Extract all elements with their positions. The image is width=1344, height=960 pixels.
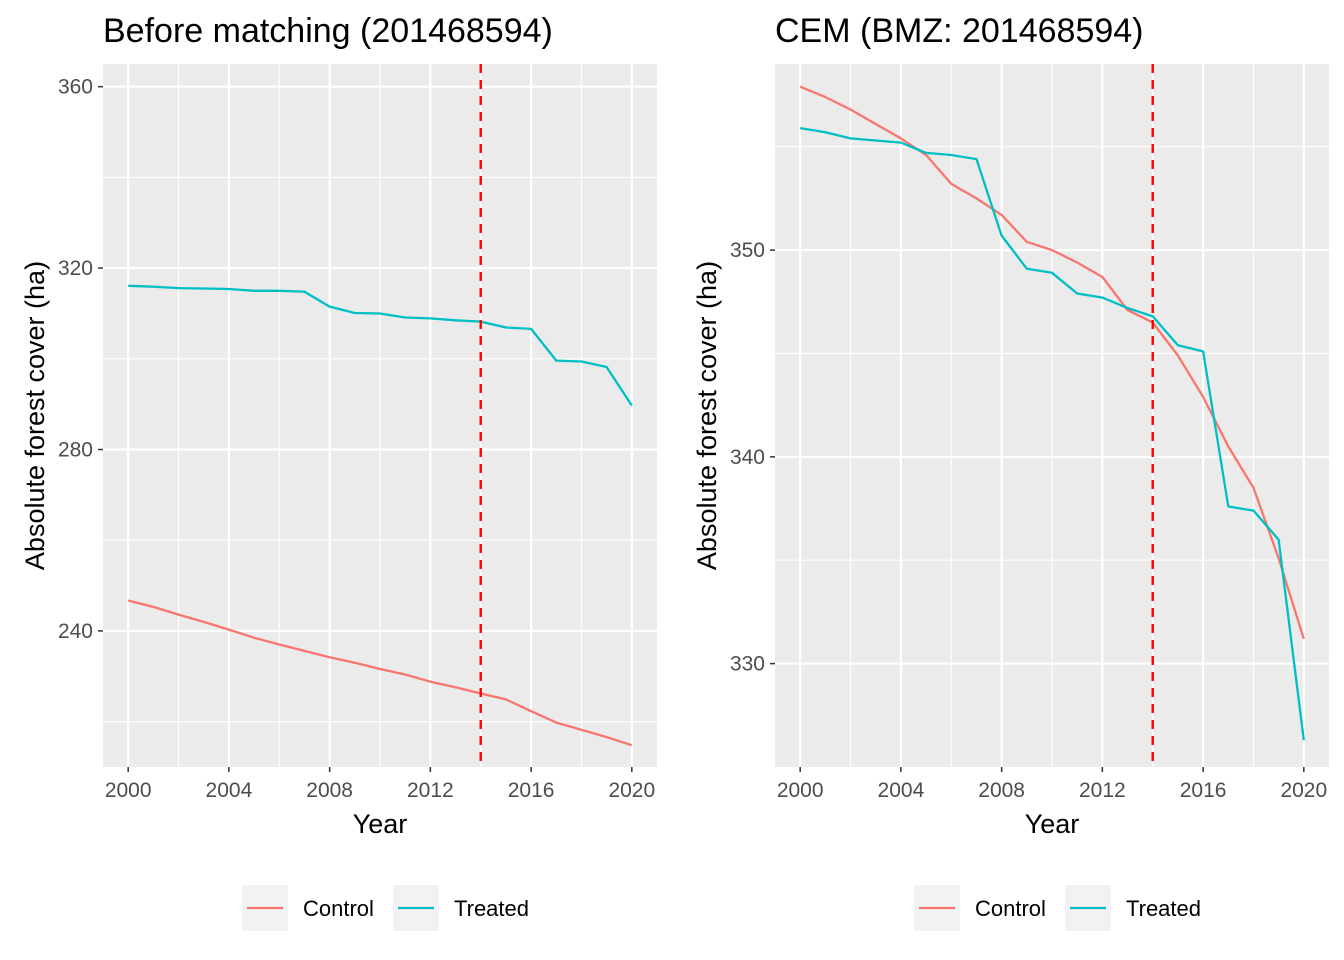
- series-line-control: [127, 599, 633, 747]
- x-tick-label: 2012: [407, 779, 454, 802]
- series-line-control: [799, 85, 1305, 640]
- y-axis-ticks: 240 280 320 360: [58, 76, 103, 643]
- series-line-treated: [128, 284, 633, 407]
- x-tick-label: 2020: [1280, 779, 1327, 802]
- panel-cem: 330 340 350 2000 2004 2008 2012 2016 2020 CEM (…: [692, 12, 1329, 931]
- x-axis-ticks: 2000 2004 2008 2012 2016 2020: [777, 767, 1327, 802]
- x-tick-label: 2000: [777, 779, 824, 802]
- x-tick-label: 2016: [508, 779, 555, 802]
- y-tick-label: 350: [730, 239, 765, 262]
- x-tick-label: 2004: [206, 779, 253, 802]
- series-lines: [127, 284, 633, 747]
- y-axis-title: Absolute forest cover (ha): [692, 261, 722, 570]
- panel-title: CEM (BMZ: 201468594): [775, 12, 1144, 50]
- x-tick-label: 2004: [878, 779, 925, 802]
- legend-label-control: Control: [303, 896, 374, 921]
- x-tick-label: 2020: [608, 779, 655, 802]
- x-tick-label: 2008: [306, 779, 353, 802]
- legend: Control Treated: [914, 885, 1201, 931]
- x-tick-label: 2000: [105, 779, 152, 802]
- x-axis-title: Year: [1025, 809, 1080, 839]
- legend: Control Treated: [242, 885, 529, 931]
- x-axis-title: Year: [353, 809, 408, 839]
- y-tick-label: 340: [730, 446, 765, 469]
- y-axis-title: Absolute forest cover (ha): [20, 261, 50, 570]
- x-tick-label: 2008: [978, 779, 1025, 802]
- major-gridlines: [775, 64, 1329, 767]
- legend-label-control: Control: [975, 896, 1046, 921]
- y-tick-label: 360: [58, 76, 93, 99]
- panel-title: Before matching (201468594): [103, 12, 553, 50]
- x-tick-label: 2012: [1079, 779, 1126, 802]
- legend-label-treated: Treated: [1126, 896, 1201, 921]
- legend-label-treated: Treated: [454, 896, 529, 921]
- y-tick-label: 240: [58, 620, 93, 643]
- minor-gridlines: [775, 64, 1329, 767]
- series-line-treated: [800, 126, 1305, 741]
- y-tick-label: 330: [730, 653, 765, 676]
- x-tick-label: 2016: [1180, 779, 1227, 802]
- y-tick-label: 320: [58, 257, 93, 280]
- panel-before-matching: 240 280 320 360 2000 2004 2008 2012 2016 2020 Be…: [20, 12, 657, 931]
- x-axis-ticks: 2000 2004 2008 2012 2016 2020: [105, 767, 655, 802]
- major-gridlines: [103, 64, 657, 767]
- y-axis-ticks: 330 340 350: [730, 239, 775, 676]
- series-lines: [799, 85, 1305, 741]
- y-tick-label: 280: [58, 439, 93, 462]
